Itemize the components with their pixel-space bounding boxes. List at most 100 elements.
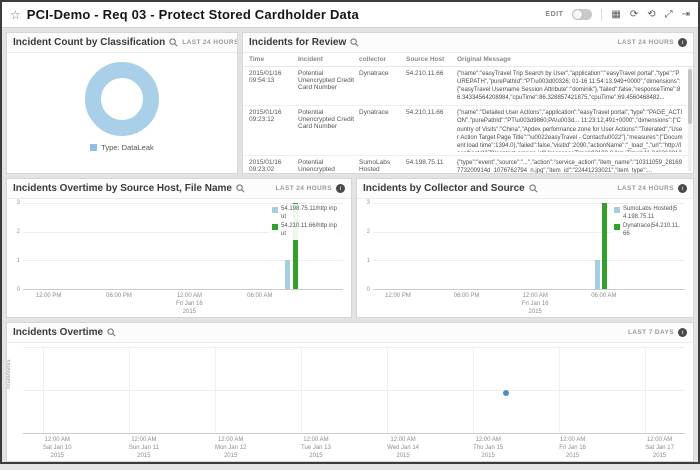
plot-area: 54.198.75.11/http input 54.210.11.66/htt… [23, 203, 343, 290]
cell-source-host: 54.210.11.66 [406, 70, 444, 77]
dashboard: Incident Count by Classification LAST 24… [2, 28, 698, 470]
cell-incident: Potential Unencrypted Credit Card Number [298, 109, 354, 131]
column-header-source-host[interactable]: Source Host [406, 56, 445, 63]
legend-swatch [272, 224, 278, 230]
panel-header: Incidents by Collector and Source LAST 2… [357, 179, 693, 199]
legend-swatch [90, 144, 98, 151]
bar-series-2[interactable] [293, 203, 299, 289]
panels-icon[interactable]: ▦ [611, 8, 621, 20]
fullscreen-icon[interactable]: ⤢ [664, 8, 673, 20]
legend-label: 54.210.11.66/http input [281, 223, 337, 237]
dashboard-title: PCI-Demo - Req 03 - Protect Stored Cardh… [26, 7, 359, 22]
scrollbar-thumb[interactable] [688, 69, 692, 124]
cell-time: 2015/01/16 09:23:02 [249, 159, 282, 173]
y-tick: 3 [16, 200, 20, 206]
incidents-table: Time Incident collector Source Host Orig… [243, 53, 693, 173]
scatter-chart-overtime: 12:00 AM Sat Jan 10 2015 12:00 AM Sun Ja… [23, 347, 685, 459]
x-tick: 06:00 PM [453, 293, 480, 299]
y-tick: 1 [16, 257, 20, 264]
cell-collector: Dynatrace [359, 70, 389, 77]
x-tick: 12:00 AM Sat Jan 10 2015 [42, 437, 72, 459]
x-tick: 12:00 AM Mon Jan 12 2015 [214, 437, 247, 459]
column-header-time[interactable]: Time [249, 56, 265, 63]
edit-label: EDIT [545, 11, 564, 18]
panel-incidents-by-collector-and-source: Incidents by Collector and Source LAST 2… [356, 178, 694, 318]
y-axis-labels: 3 2 1 0 [11, 200, 23, 293]
zoom-icon[interactable] [236, 184, 245, 193]
table-row[interactable]: 2015/01/16 09:54:13 Potential Unencrypte… [243, 67, 693, 107]
legend-swatch [272, 207, 278, 213]
x-tick: 12:00 AM Fri Jan 16 2015 [176, 293, 203, 315]
column-header-original-message[interactable]: Original Message [457, 56, 511, 63]
sync-icon[interactable]: ⟲ [647, 8, 656, 20]
zoom-icon[interactable] [350, 38, 359, 47]
scatter-point[interactable] [503, 390, 510, 397]
x-tick: 12:00 AM Sun Jan 11 2015 [128, 437, 159, 459]
table-row[interactable]: 2015/01/16 09:23:02 Potential Unencrypte… [243, 156, 693, 173]
info-icon[interactable]: i [678, 184, 687, 193]
panel-incidents-overtime-by-source-host: Incidents Overtime by Source Host, File … [6, 178, 352, 318]
y-tick: 2 [16, 228, 20, 235]
column-header-collector[interactable]: collector [359, 56, 387, 63]
plot-area [23, 347, 685, 434]
x-tick: 12:00 AM Sat Jan 17 2015 [645, 437, 674, 459]
chart-legend: SumoLabs Hosted|54.198.75.11 Dynatrace|5… [611, 204, 684, 240]
info-icon[interactable]: i [678, 38, 687, 47]
x-axis-labels: 12:00 PM 06:00 PM 12:00 AM Fri Jan 16 20… [373, 290, 685, 315]
x-tick: 12:00 AM Tue Jan 13 2015 [301, 437, 331, 459]
donut-legend: Type: DataLeak [90, 143, 154, 152]
panel-title: Incidents by Collector and Source [363, 183, 525, 194]
info-icon[interactable]: i [336, 184, 345, 193]
donut-ring [85, 62, 159, 136]
cell-time: 2015/01/16 09:54:13 [249, 70, 282, 84]
edit-toggle[interactable] [572, 9, 593, 20]
table-row[interactable]: 2015/01/16 09:23:12 Potential Unencrypte… [243, 106, 693, 157]
column-header-incident[interactable]: Incident [298, 56, 323, 63]
legend-label: Type: DataLeak [101, 143, 154, 152]
cell-incident: Potential Unencrypted [298, 159, 335, 173]
bar-series-2[interactable] [602, 203, 608, 289]
x-tick: 12:00 AM Fri Jan 16 2015 [559, 437, 586, 459]
panel-header: Incidents for Review LAST 24 HOURS i [243, 33, 693, 53]
x-axis-labels: 12:00 PM 06:00 PM 12:00 AM Fri Jan 16 20… [23, 290, 343, 315]
cell-collector: Dynatrace [359, 109, 389, 117]
y-tick: 2 [366, 228, 370, 235]
x-tick: 12:00 AM Thu Jan 15 2015 [473, 437, 504, 459]
x-tick: 12:00 PM [385, 293, 411, 299]
time-range-label: LAST 24 HOURS [275, 185, 332, 192]
panel-title: Incidents Overtime by Source Host, File … [13, 183, 232, 194]
top-bar: ☆ PCI-Demo - Req 03 - Protect Stored Car… [2, 2, 698, 28]
legend-label: Dynatrace|54.210.11.66 [623, 223, 680, 237]
time-range-label: LAST 24 HOURS [617, 39, 674, 46]
x-tick: 06:00 AM [247, 293, 273, 299]
favorite-star-icon[interactable]: ☆ [10, 7, 21, 22]
cell-source-host: 54.210.11.66 [406, 109, 444, 117]
zoom-icon[interactable] [529, 184, 538, 193]
bar-series-1[interactable] [594, 260, 600, 289]
info-icon[interactable]: i [678, 328, 687, 337]
panel-incidents-for-review: Incidents for Review LAST 24 HOURS i Tim… [242, 32, 694, 174]
panel-title: Incidents for Review [249, 37, 347, 48]
x-tick: 12:00 AM Wed Jan 14 2015 [387, 437, 420, 459]
zoom-icon[interactable] [107, 328, 116, 337]
cell-collector: SumoLabs Hosted [359, 159, 391, 173]
panel-header: Incidents Overtime LAST 7 DAYS i [7, 323, 693, 343]
bar-chart-collector: 3 2 1 0 SumoLabs Hosted|54.198.75.11 Dyn [361, 200, 685, 315]
y-axis-title: Totalevents [7, 359, 12, 390]
cell-incident: Potential Unencrypted Credit Card Number [298, 70, 354, 91]
edit-toggle-knob [573, 10, 583, 19]
toolbar-divider [601, 8, 603, 21]
table-header-row: Time Incident collector Source Host Orig… [243, 53, 693, 67]
y-axis-labels: 3 2 1 0 [361, 200, 373, 293]
bar-chart-source-host: 3 2 1 0 54.198.75.11/http input 54.210.1 [11, 200, 343, 315]
time-range-label: LAST 7 DAYS [627, 329, 674, 336]
legend-label: 54.198.75.11/http input [281, 206, 337, 220]
bar-series-1[interactable] [285, 260, 291, 289]
zoom-icon[interactable] [169, 38, 178, 47]
refresh-icon[interactable]: ⟳ [629, 8, 639, 20]
panel-header: Incident Count by Classification LAST 24… [7, 33, 237, 53]
export-icon[interactable]: ⇥ [681, 8, 690, 20]
panel-title: Incident Count by Classification [13, 37, 166, 48]
y-tick: 3 [366, 200, 370, 206]
panel-incident-count-by-classification: Incident Count by Classification LAST 24… [6, 32, 238, 174]
